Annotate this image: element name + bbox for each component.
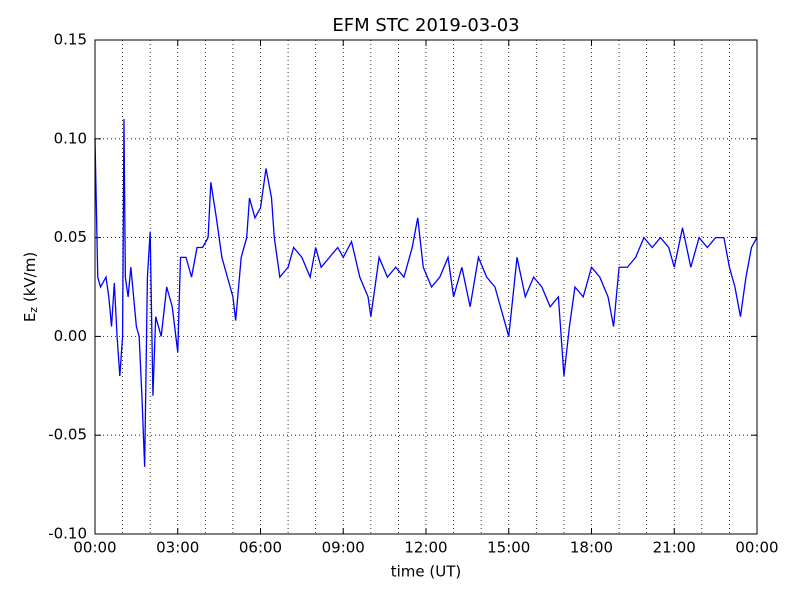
x-tick-label: 12:00 [404, 539, 447, 557]
y-tick-label: 0.10 [54, 129, 87, 147]
x-tick-label: 03:00 [156, 539, 199, 557]
x-tick-label: 00:00 [735, 539, 778, 557]
plot-frame [94, 39, 758, 535]
chart-title: EFM STC 2019-03-03 [332, 15, 519, 36]
y-tick-label: 0.00 [54, 327, 87, 345]
y-label-sub: z [27, 307, 40, 313]
x-tick-label: 06:00 [239, 539, 282, 557]
x-axis-label: time (UT) [391, 563, 462, 581]
y-tick-label: 0.05 [54, 228, 87, 246]
y-label-unit: (kV/m) [21, 252, 39, 307]
y-tick-label: 0.15 [54, 31, 87, 49]
x-tick-label: 00:00 [73, 539, 116, 557]
x-tick-label: 18:00 [570, 539, 613, 557]
y-label-base: E [21, 313, 39, 322]
y-axis-label: Ez (kV/m) [21, 252, 41, 322]
data-line [94, 119, 758, 467]
x-tick-label: 15:00 [487, 539, 530, 557]
x-tick-label: 21:00 [653, 539, 696, 557]
y-tick-label: -0.10 [48, 525, 87, 543]
y-tick-label: -0.05 [48, 426, 87, 444]
x-tick-label: 09:00 [322, 539, 365, 557]
